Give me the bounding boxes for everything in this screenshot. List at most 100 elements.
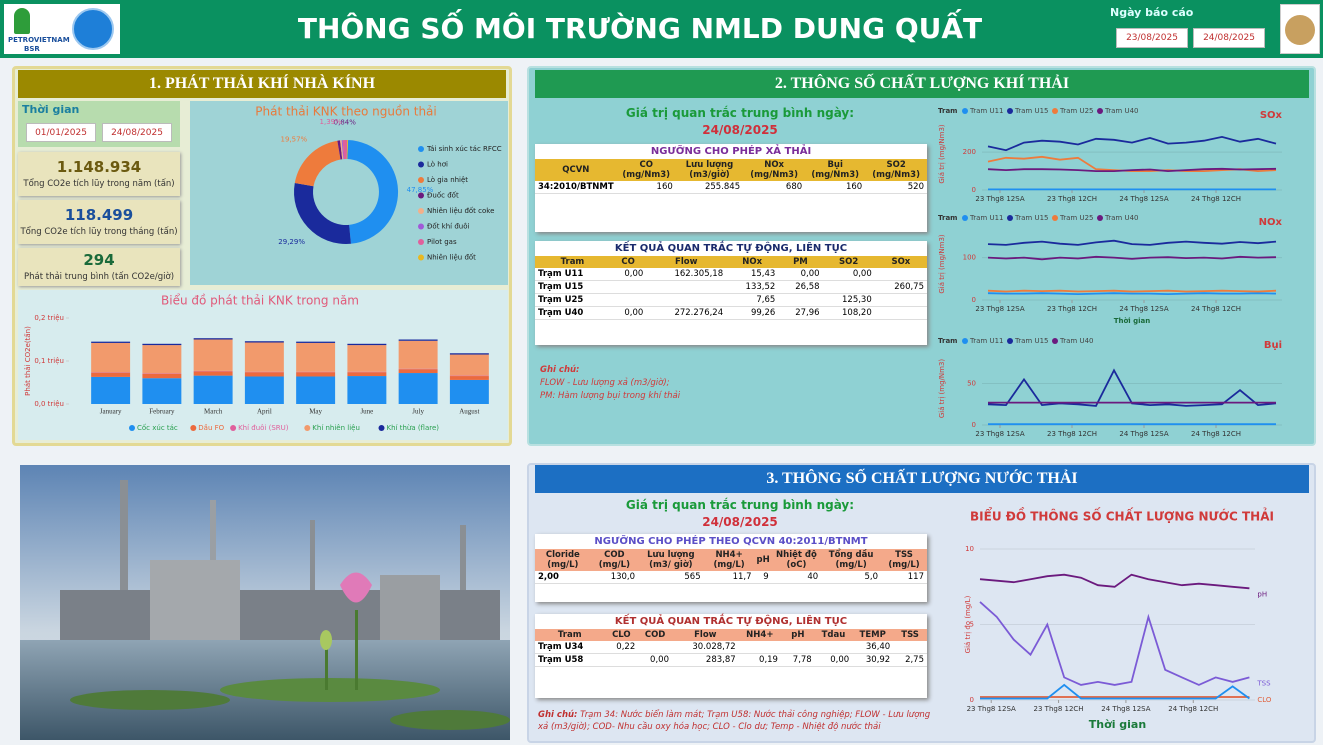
x-tick-label: 23 Thg8 12SA	[975, 195, 1024, 203]
table-row: Trạm U25 7,65 125,30	[535, 293, 927, 307]
bar-segment	[142, 378, 182, 404]
legend-title: Tram	[938, 214, 957, 222]
table-cell	[874, 306, 927, 320]
data-line	[987, 368, 1277, 407]
y-tick-label: 0,1 triệu	[34, 357, 64, 365]
date-to[interactable]: 24/08/2025	[1193, 28, 1265, 48]
column-header: CO (mg/Nm3)	[622, 160, 671, 180]
x-tick-label: 24 Thg8 12SA	[1119, 430, 1168, 438]
kpi-value: 118.499	[64, 206, 134, 224]
table-cell	[638, 641, 672, 654]
table-cell	[609, 293, 647, 307]
legend-swatch	[962, 215, 968, 221]
data-line	[987, 135, 1277, 152]
chart-title: BIỂU ĐỒ THÔNG SỐ CHẤT LƯỢNG NƯỚC THẢI	[970, 507, 1274, 524]
data-label: 29,29%	[278, 238, 305, 246]
kpi-label: Tổng CO2e tích lũy trong tháng (tấn)	[20, 227, 178, 237]
legend-label: Nhiên liệu đốt	[427, 254, 476, 262]
legend-label: Tram U15	[1014, 214, 1049, 222]
legend-swatch	[418, 161, 424, 168]
pie-slice	[346, 140, 349, 160]
column-header: SO2	[839, 257, 859, 267]
legend-swatch	[1052, 108, 1058, 114]
table-cell: 26,58	[778, 280, 823, 294]
pie-slice	[293, 182, 351, 245]
table-cell: Trạm U40	[535, 306, 610, 320]
series-label: CLO	[1257, 696, 1272, 704]
home-button[interactable]	[72, 8, 114, 50]
refinery-photo	[20, 465, 510, 740]
legend-swatch	[190, 425, 197, 431]
table-cell: 130,0	[590, 571, 639, 584]
y-tick-label: 0	[972, 186, 976, 194]
y-tick-label: 0	[970, 696, 974, 704]
gas-notes: Ghi chú: FLOW - Lưu lượng xả (m3/giờ); P…	[540, 364, 680, 403]
table-cell: Trạm U11	[535, 268, 610, 281]
kpi-card: 1.148.934 Tổng CO2e tích lũy trong năm (t…	[18, 152, 180, 196]
table-cell: 36,40	[852, 641, 894, 654]
date-to[interactable]: 24/08/2025	[102, 123, 172, 142]
legend-swatch	[418, 177, 424, 183]
date-from[interactable]: 23/08/2025	[1116, 28, 1188, 48]
table-cell: 7,78	[780, 653, 815, 667]
table-cell: 11,7	[703, 571, 755, 584]
legend-swatch	[304, 425, 311, 431]
bar-segment	[142, 373, 182, 379]
table-cell: 0,22	[604, 641, 639, 654]
table-cell: 99,26	[726, 306, 779, 320]
data-line	[987, 167, 1277, 173]
table-cell: Trạm U15	[535, 280, 610, 294]
column-header: COD (mg/L)	[598, 550, 630, 570]
legend-swatch	[418, 239, 424, 245]
column-header: Flow	[675, 257, 698, 267]
table-row: Trạm U11 0,00 162.305,18 15,43 0,00 0,00	[535, 268, 927, 281]
pie-slice	[342, 139, 348, 160]
y-axis-title: Giá trị (mg/Nm3)	[938, 124, 946, 184]
legend-label: Khí đuôi (SRU)	[238, 424, 289, 432]
kpi-card: 118.499 Tổng CO2e tích lũy trong tháng (t…	[18, 200, 180, 244]
table-cell: 30.028,72	[671, 641, 739, 654]
data-label: 0,84%	[334, 119, 357, 127]
time-filter: Thời gian 01/01/2025 24/08/2025	[18, 101, 180, 147]
x-tick-label: 23 Thg8 12CH	[1034, 705, 1084, 713]
page-title: THÔNG SỐ MÔI TRƯỜNG NMLD DUNG QUẤT	[297, 12, 983, 45]
y-tick-label: 50	[967, 380, 976, 388]
bar-segment	[142, 343, 182, 346]
column-header: NOx	[742, 257, 763, 267]
legend-swatch	[378, 425, 385, 431]
bar-segment	[244, 376, 284, 404]
table-cell	[780, 641, 815, 654]
column-header: Flow	[694, 630, 717, 640]
table-cell: 283,87	[671, 653, 739, 667]
bar-segment	[347, 343, 387, 346]
bar-segment	[91, 376, 131, 404]
column-header: CLO	[612, 630, 631, 640]
header-row: Cloride (mg/L) COD (mg/L) Lưu lượng (m3/ g…	[535, 549, 927, 571]
pie-slice	[341, 140, 344, 160]
avg-date: 24/08/2025	[702, 515, 778, 529]
table-cell: 0,00	[609, 268, 647, 281]
table-cell: 255.845	[675, 181, 744, 194]
data-table: Tram CO Flow NOx PM SO2 SOx Trạm U11 0,00 162.305…	[535, 256, 927, 320]
header-row: Tram CLO COD Flow NH4+ pH Tdau TEMP TSS	[535, 629, 927, 641]
pie-slice	[294, 140, 341, 187]
table-cell: 15,43	[726, 268, 779, 281]
note-text: Trạm 34: Nước biển làm mát; Trạm U58: Nư…	[538, 710, 931, 732]
header-bar	[0, 0, 1323, 58]
table-cell	[646, 280, 727, 294]
logo-sub: BSR	[24, 45, 40, 53]
date-from[interactable]: 01/01/2025	[26, 123, 96, 142]
emblem	[1285, 15, 1315, 45]
table-cell: 162.305,18	[646, 268, 727, 281]
limit-table: NGƯỠNG CHO PHÉP THEO QCVN 40:2011/BTNMT C…	[535, 534, 927, 602]
y-tick-label: 200	[963, 148, 976, 156]
table-cell	[646, 293, 727, 307]
kpi-card: 294 Phát thải trung bình (tấn CO2e/giờ)	[18, 248, 180, 286]
legend-swatch	[1052, 215, 1058, 221]
table-cell: 108,20	[822, 306, 875, 320]
x-tick-label: 23 Thg8 12SA	[975, 305, 1024, 313]
bar-segment	[193, 339, 233, 371]
legend-swatch	[418, 208, 424, 214]
result-table: KẾT QUẢ QUAN TRẮC TỰ ĐỘNG, LIÊN TỤC Tram C…	[535, 241, 927, 345]
kpi-label: Phát thải trung bình (tấn CO2e/giờ)	[23, 272, 175, 282]
